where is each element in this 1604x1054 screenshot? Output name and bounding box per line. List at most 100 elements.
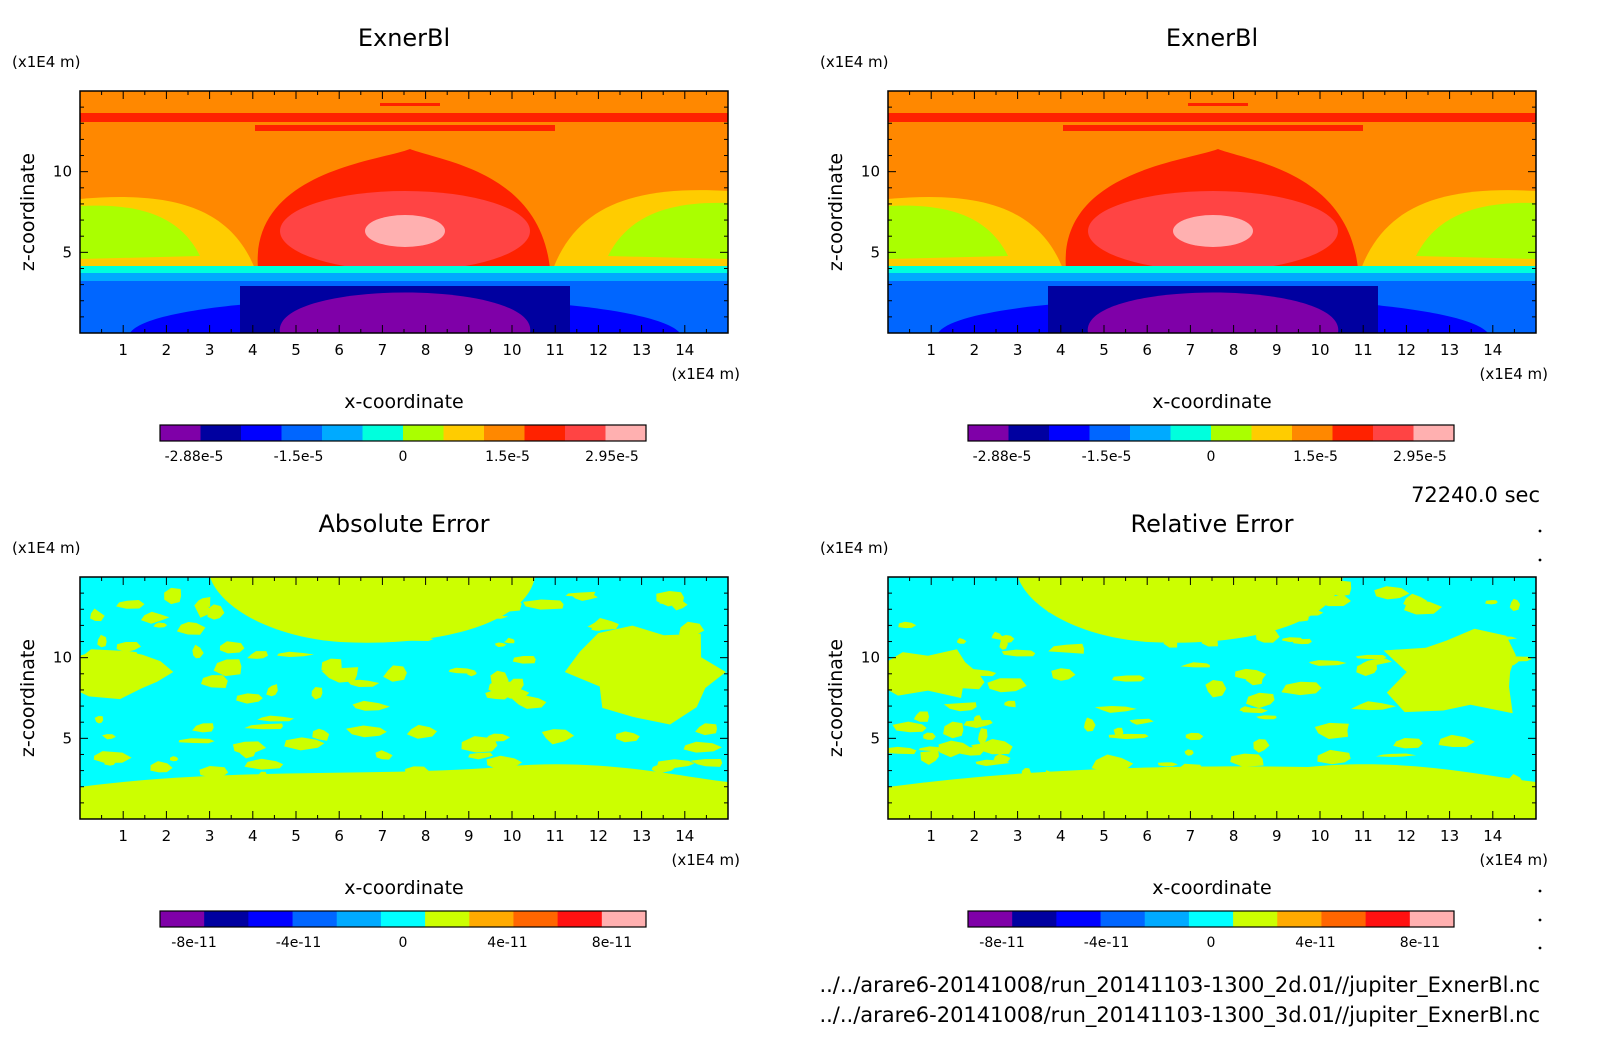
field-blob: [1255, 627, 1280, 643]
x-tick-label: 8: [421, 341, 431, 359]
file-path-1: ../../arare6-20141008/run_20141103-1300_…: [819, 973, 1540, 998]
colorbar-swatch: [524, 425, 566, 441]
colorbar-swatch: [380, 911, 426, 927]
x-tick-label: 5: [291, 827, 301, 845]
field-blob: [378, 791, 397, 798]
x-tick-label: 7: [378, 827, 388, 845]
field-blob: [1256, 715, 1277, 720]
field-blob: [888, 649, 977, 698]
x-tick-label: 1: [926, 827, 936, 845]
x-unit-label: (x1E4 m): [671, 851, 740, 869]
colorbar-swatch: [557, 911, 603, 927]
field-blob: [1314, 722, 1349, 739]
field-blob: [274, 780, 301, 797]
x-tick-label: 13: [1440, 341, 1459, 359]
field-blob: [1192, 781, 1232, 789]
x-tick-label: 1: [118, 341, 128, 359]
field-blob: [1470, 671, 1503, 675]
colorbar-swatch: [1144, 911, 1190, 927]
field-blob: [910, 806, 942, 810]
x-tick-label: 3: [205, 827, 215, 845]
field-area: [888, 577, 1536, 819]
field-blob: [1356, 795, 1375, 807]
x-tick-label: 2: [970, 341, 980, 359]
colorbar-swatch: [1233, 911, 1278, 927]
field-blob: [164, 587, 182, 605]
field-blob: [346, 725, 387, 738]
x-tick-label: 5: [1099, 827, 1109, 845]
field-blob: [979, 739, 1013, 755]
field-blob: [97, 634, 107, 648]
field-blob: [1249, 603, 1276, 613]
field-band: [1063, 125, 1363, 131]
field-blob: [81, 667, 101, 673]
field-blob: [1095, 706, 1137, 713]
field-blob: [1455, 784, 1465, 792]
field-blob: [372, 586, 398, 606]
field-blob: [1044, 775, 1080, 790]
colorbar-tick-label: -8e-11: [171, 935, 216, 951]
field-blob: [1108, 733, 1149, 740]
y-tick-label: 5: [62, 729, 72, 747]
field-blob: [495, 642, 507, 647]
colorbar-swatch: [1211, 425, 1252, 441]
y-unit-label: (x1E4 m): [12, 53, 81, 71]
x-tick-label: 14: [675, 827, 694, 845]
x-tick-label: 11: [546, 827, 565, 845]
colorbar-swatch: [1251, 425, 1293, 441]
x-tick-label: 12: [589, 827, 608, 845]
field-band: [80, 205, 200, 259]
field-blob: [140, 611, 170, 624]
margin-dot: [1538, 558, 1542, 562]
colorbar-tick-label: -2.88e-5: [973, 449, 1032, 465]
field-blob: [632, 807, 664, 814]
field-blob: [102, 734, 116, 740]
field-blob: [923, 732, 936, 740]
colorbar-swatch: [469, 911, 514, 927]
field-blob: [486, 755, 523, 770]
x-tick-label: 10: [1310, 341, 1329, 359]
x-tick-label: 12: [1397, 827, 1416, 845]
field-blob: [1048, 643, 1084, 654]
field-blob: [1438, 734, 1475, 747]
field-blob: [679, 621, 705, 639]
field-blob: [219, 641, 245, 654]
field-blob: [178, 738, 215, 744]
x-unit-label: (x1E4 m): [1479, 365, 1548, 383]
field-blob: [1195, 799, 1234, 811]
field-blob: [1389, 651, 1428, 665]
field-blob: [80, 652, 112, 666]
x-tick-label: 12: [1397, 341, 1416, 359]
field-blob: [1107, 595, 1122, 607]
x-tick-label: 13: [632, 341, 651, 359]
x-tick-label: 7: [378, 341, 388, 359]
colorbar-swatch: [1049, 425, 1090, 441]
field-blob: [523, 599, 564, 610]
field-blob: [1509, 598, 1521, 611]
colorbar-swatch: [160, 911, 205, 927]
field-blob: [1087, 793, 1099, 809]
field-blob: [116, 600, 145, 609]
field-band: [1188, 103, 1248, 106]
x-axis-label: x-coordinate: [344, 877, 463, 899]
y-unit-label: (x1E4 m): [12, 539, 81, 557]
field-blob: [406, 724, 437, 739]
field-blob: [312, 728, 330, 741]
field-band: [888, 205, 1008, 259]
field-blob: [176, 622, 206, 635]
field-blob: [1329, 580, 1352, 597]
field-blob: [1045, 607, 1078, 614]
x-tick-label: 2: [162, 341, 172, 359]
x-tick-label: 12: [589, 341, 608, 359]
colorbar-swatch: [605, 425, 647, 441]
field-blob: [199, 766, 229, 778]
field-blob: [986, 803, 1010, 812]
field-blob: [1241, 596, 1252, 610]
colorbar-swatch: [1321, 911, 1367, 927]
colorbar-swatch: [968, 911, 1013, 927]
field-blob: [350, 603, 378, 619]
field-blob: [1403, 593, 1428, 608]
x-tick-label: 13: [1440, 827, 1459, 845]
field-blob: [503, 637, 515, 644]
field-blob: [1018, 577, 1343, 643]
